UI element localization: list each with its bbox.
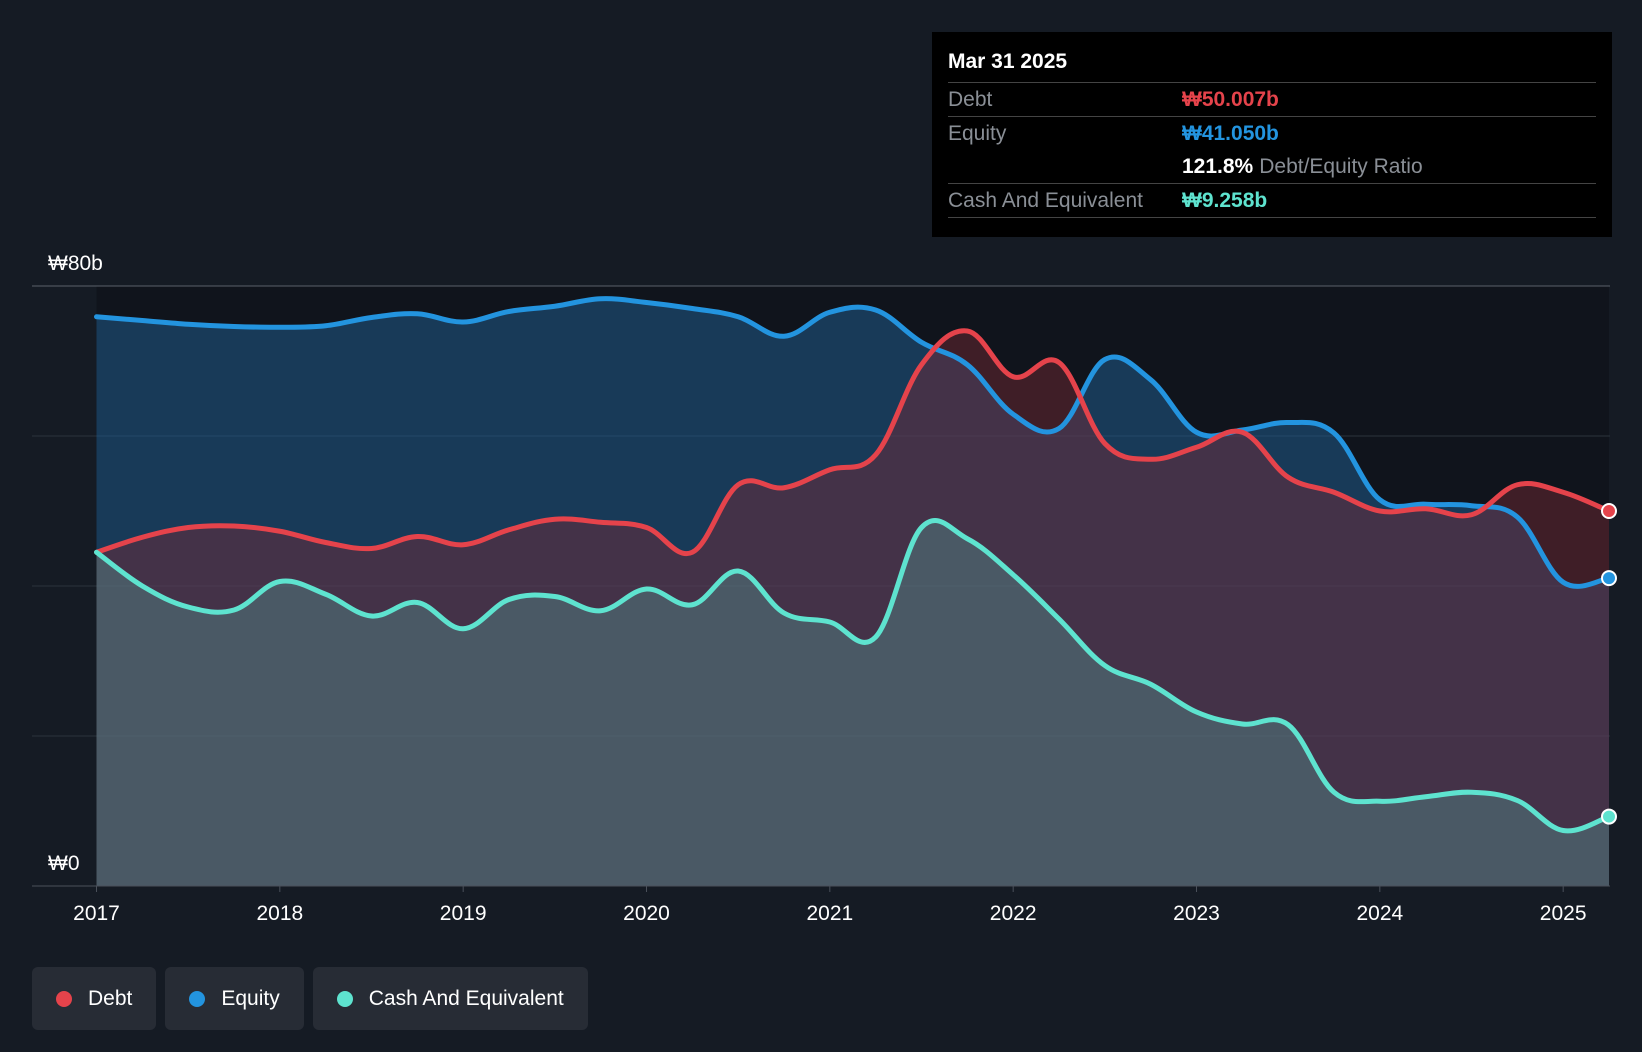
tooltip-ratio-value: 121.8% [1182,154,1254,178]
tooltip-equity-row: Equity ₩41.050b [948,116,1596,150]
legend-item-equity[interactable]: Equity [165,967,304,1030]
legend-dot-equity-icon [189,990,206,1007]
tooltip-debt-row: Debt ₩50.007b [948,82,1596,116]
legend-label-debt: Debt [88,986,133,1010]
tooltip-equity-value: ₩41.050b [1182,121,1279,145]
cash-area [96,520,1609,886]
x-tick-label-2025: 2025 [1540,902,1587,925]
tooltip-cash-value: ₩9.258b [1182,188,1268,212]
x-tick-label-2021: 2021 [806,902,853,925]
x-tick-label-2024: 2024 [1356,902,1403,925]
tooltip-date: Mar 31 2025 [948,50,1068,73]
tooltip-ratio-row: 121.8% Debt/Equity Ratio [948,150,1596,183]
legend-label-cash: Cash And Equivalent [368,986,564,1010]
tooltip-ratio-label: Debt/Equity Ratio [1259,154,1423,178]
y-tick-labels: ₩80b ₩0 [48,252,103,875]
y-tick-label-0: ₩0 [48,852,80,875]
x-tick-label-2022: 2022 [990,902,1037,925]
x-tick-labels: 2017 2018 2019 2020 2021 2022 2023 2024 2025 [73,886,1587,925]
cash-end-marker [1601,808,1617,825]
equity-end-marker [1601,570,1617,587]
legend: Debt Equity Cash And Equivalent [32,967,588,1030]
x-tick-label-2017: 2017 [73,902,120,925]
series-areas [96,298,1609,886]
debt-area [96,330,1609,886]
cash-line [94,518,1612,834]
legend-dot-debt-icon [56,990,72,1007]
end-markers [1601,503,1617,825]
x-tick-label-2023: 2023 [1173,902,1220,925]
legend-dot-cash-icon [336,990,353,1007]
y-tick-label-80: ₩80b [48,252,103,275]
tooltip-cash-row: Cash And Equivalent ₩9.258b [948,183,1596,218]
equity-area [96,298,1609,886]
tooltip-cash-label: Cash And Equivalent [948,188,1143,212]
tooltip-equity-label: Equity [948,121,1007,145]
debt-line [94,328,1612,557]
x-tick-label-2020: 2020 [623,902,670,925]
tooltip: Mar 31 2025 Debt ₩50.007b Equity ₩41.050… [932,32,1612,237]
equity-line [94,296,1612,589]
legend-item-cash[interactable]: Cash And Equivalent [312,967,588,1030]
debt-end-marker [1601,503,1617,519]
tooltip-debt-value: ₩50.007b [1182,87,1279,111]
x-tick-label-2018: 2018 [256,902,303,925]
legend-label-equity: Equity [221,986,280,1010]
x-tick-label-2019: 2019 [440,902,487,925]
tooltip-debt-label: Debt [948,87,993,111]
series-lines [94,296,1612,834]
legend-item-debt[interactable]: Debt [32,967,157,1030]
